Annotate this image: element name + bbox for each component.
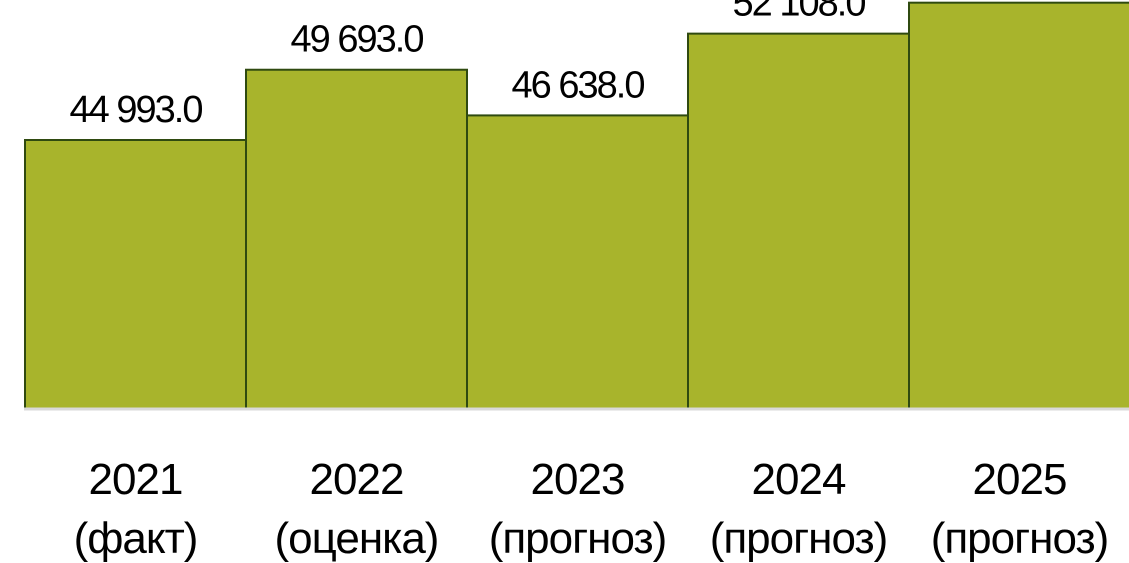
- value-labels-group: 44 993.049 693.046 638.052 108.054 178.0: [70, 0, 868, 131]
- category-label-year: 2025: [973, 455, 1067, 504]
- bar-value-label: 46 638.0: [512, 64, 645, 106]
- bar-3: [687, 32, 910, 411]
- bar-1: [245, 68, 468, 410]
- bar-value-label: 52 108.0: [733, 0, 866, 25]
- category-label-status: (прогноз): [710, 514, 888, 563]
- category-label-status: (факт): [74, 514, 198, 563]
- bar-0: [24, 139, 247, 410]
- bar-value-label: 49 693.0: [291, 19, 424, 61]
- category-label-year: 2021: [89, 455, 183, 504]
- bar-4: [908, 1, 1129, 410]
- category-label-status: (прогноз): [489, 514, 667, 563]
- category-label-year: 2022: [310, 455, 404, 504]
- bar-2: [466, 114, 689, 410]
- category-label-year: 2024: [752, 455, 846, 504]
- category-label-status: (оценка): [275, 514, 439, 563]
- category-labels-group: 2021 (факт) 2022 (оценка) 2023 (прогноз) 2024 (…: [74, 455, 1110, 563]
- category-label-status: (прогноз): [931, 514, 1109, 563]
- bars-group: [24, 1, 1129, 411]
- category-label-year: 2023: [531, 455, 625, 504]
- bar-value-label: 44 993.0: [70, 89, 203, 131]
